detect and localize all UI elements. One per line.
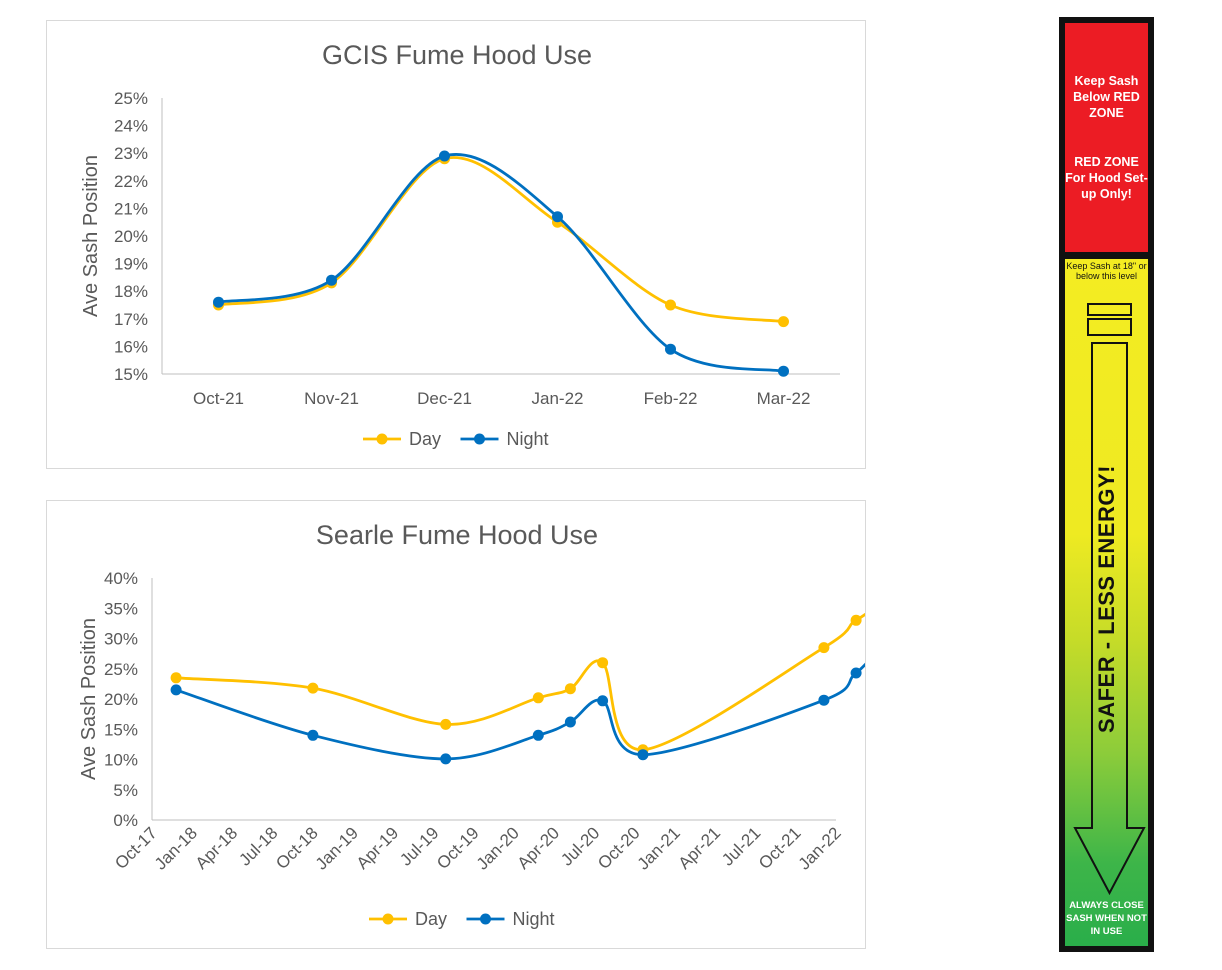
gcis-chart-panel: GCIS Fume Hood Use Ave Sash Position 15% 16… (46, 20, 866, 469)
safe-zone: Keep Sash at 18" or below this level SAF… (1065, 259, 1148, 946)
searle-x-tick-label: Apr-18 (192, 823, 242, 873)
searle-x-tick-label: Oct-21 (755, 823, 805, 873)
red-zone-setup-text: RED ZONE For Hood Set-up Only! (1065, 155, 1148, 201)
searle-y-tick-label: 5% (113, 781, 138, 800)
searle-y-tick-label: 35% (104, 599, 138, 618)
gcis-y-tick-label: 16% (114, 337, 148, 356)
searle-x-tick-label: Jan-20 (473, 823, 523, 873)
searle-day-data-point (597, 657, 609, 669)
searle-y-tick-label: 0% (113, 811, 138, 830)
gcis-night-series-line (218, 153, 784, 373)
searle-night-data-point (597, 695, 609, 707)
searle-day-data-point (564, 683, 576, 695)
gcis-y-tick-label: 18% (114, 282, 148, 301)
gcis-night-data-point (552, 211, 563, 223)
safer-less-energy-text: SAFER - LESS ENERGY! (1094, 465, 1119, 733)
searle-y-tick-label: 10% (104, 751, 138, 770)
searle-x-tick-label: Apr-19 (353, 823, 403, 873)
searle-night-series-line (175, 662, 865, 761)
gcis-x-tick-label: Feb-22 (644, 389, 698, 408)
always-close-text: ALWAYS CLOSE SASH WHEN NOT IN USE (1066, 900, 1147, 937)
gcis-day-series-line (218, 156, 784, 323)
gcis-legend-night-marker (474, 433, 485, 445)
gcis-legend-day-label: Day (409, 429, 441, 449)
searle-day-data-point (818, 642, 830, 654)
gcis-x-tick-label: Mar-22 (757, 389, 811, 408)
gcis-x-tick-label: Jan-22 (532, 389, 584, 408)
gcis-night-data-point (665, 343, 676, 355)
gcis-legend-night-label: Night (507, 429, 549, 449)
searle-night-data-point (532, 729, 544, 741)
gcis-legend-day-marker (376, 433, 388, 445)
gcis-night-data-point (439, 150, 450, 162)
searle-y-tick-label: 25% (104, 660, 138, 679)
gcis-x-tick-label: Oct-21 (193, 389, 244, 408)
gcis-day-data-point (778, 316, 789, 328)
searle-y-tick-label: 15% (104, 720, 138, 739)
searle-legend-night-label: Night (513, 909, 555, 929)
searle-legend-night-marker (480, 913, 491, 925)
searle-legend-day-marker (382, 913, 394, 925)
searle-day-series-line (175, 612, 865, 752)
keep-18-inch-text: Keep Sash at 18" or below this level (1066, 261, 1147, 281)
down-arrow-icon (1073, 303, 1146, 896)
searle-day-data-point (440, 718, 452, 730)
searle-day-data-point (532, 692, 544, 704)
searle-x-tick-label: Jan-22 (795, 823, 845, 873)
searle-night-data-point (564, 716, 576, 728)
gcis-night-data-point (213, 296, 224, 308)
searle-night-data-point (850, 667, 862, 679)
searle-chart-title: Searle Fume Hood Use (316, 520, 598, 550)
searle-y-axis-label: Ave Sash Position (78, 618, 100, 780)
searle-night-data-point (440, 753, 452, 765)
gcis-y-tick-label: 22% (114, 172, 148, 191)
searle-night-data-point (637, 749, 649, 761)
searle-y-tick-label: 20% (104, 690, 138, 709)
searle-x-tick-label: Oct-19 (433, 823, 483, 873)
gcis-x-tick-label: Nov-21 (304, 389, 359, 408)
searle-x-tick-label: Apr-21 (675, 823, 725, 873)
gcis-y-tick-label: 24% (114, 117, 148, 136)
gcis-day-data-point (665, 299, 676, 311)
searle-y-tick-label: 40% (104, 569, 138, 588)
searle-day-data-point (170, 672, 182, 684)
gcis-y-tick-label: 21% (114, 199, 148, 218)
gcis-x-tick-label: Dec-21 (417, 389, 472, 408)
gcis-y-axis-label: Ave Sash Position (80, 155, 102, 317)
searle-legend-day-label: Day (415, 909, 447, 929)
searle-night-data-point (818, 694, 830, 706)
searle-x-tick-label: Jan-18 (151, 823, 201, 873)
gcis-y-tick-label: 23% (114, 144, 148, 163)
searle-x-tick-label: Oct-17 (111, 823, 161, 873)
gcis-y-tick-label: 20% (114, 227, 148, 246)
red-zone-keep-text: Keep Sash Below RED ZONE (1073, 74, 1140, 120)
gcis-chart-title: GCIS Fume Hood Use (322, 40, 592, 70)
gcis-night-data-point (778, 365, 789, 377)
searle-x-tick-label: Apr-20 (514, 823, 564, 873)
searle-x-tick-label: Jan-19 (312, 823, 362, 873)
red-zone: Keep Sash Below RED ZONE RED ZONE For Ho… (1065, 23, 1148, 252)
gcis-y-tick-label: 25% (114, 89, 148, 108)
searle-x-tick-label: Jan-21 (634, 823, 684, 873)
gcis-y-tick-label: 17% (114, 310, 148, 329)
searle-x-tick-label: Oct-18 (272, 823, 322, 873)
searle-day-data-point (850, 614, 862, 626)
searle-y-tick-label: 30% (104, 630, 138, 649)
gcis-chart: GCIS Fume Hood Use Ave Sash Position 15% 16… (80, 40, 840, 449)
gcis-y-tick-label: 15% (114, 365, 148, 384)
gcis-night-data-point (326, 274, 337, 286)
searle-night-data-point (170, 684, 182, 696)
searle-chart-panel: Searle Fume Hood Use Ave Sash Position 0% 5… (46, 500, 866, 949)
searle-day-data-point (307, 682, 319, 694)
searle-night-data-point (307, 729, 319, 741)
gcis-y-tick-label: 19% (114, 255, 148, 274)
searle-chart: Searle Fume Hood Use Ave Sash Position 0% 5… (78, 520, 865, 929)
sash-level-sticker: Keep Sash Below RED ZONE RED ZONE For Ho… (1059, 17, 1154, 952)
searle-x-tick-label: Oct-20 (594, 823, 644, 873)
